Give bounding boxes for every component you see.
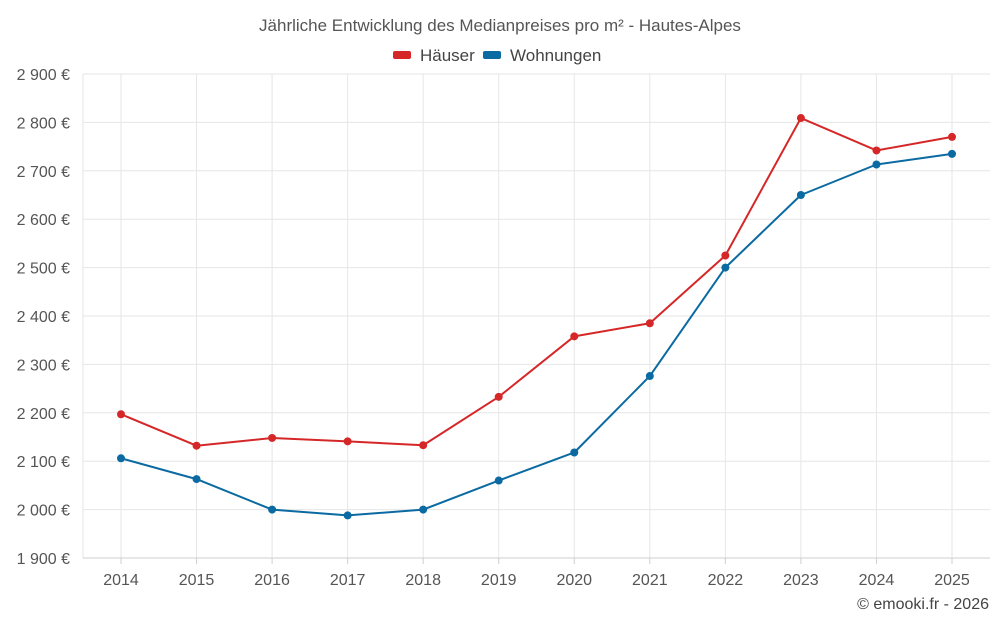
- x-tick-label: 2025: [934, 572, 970, 589]
- data-point-häuser: [796, 114, 805, 123]
- data-point-wohnungen: [872, 160, 881, 169]
- y-tick-label: 2 500 €: [17, 261, 70, 278]
- legend-swatch-häuser: [393, 51, 411, 59]
- y-tick-label: 2 800 €: [17, 115, 70, 132]
- data-point-wohnungen: [570, 448, 579, 457]
- chart-title: Jährliche Entwicklung des Medianpreises …: [259, 16, 741, 35]
- legend-label-häuser: Häuser: [420, 46, 475, 65]
- y-tick-label: 2 700 €: [17, 164, 70, 181]
- data-point-wohnungen: [948, 149, 956, 158]
- data-point-häuser: [721, 251, 730, 260]
- axes: 1 900 € 2 000 € 2 100 € 2 200 € 2 300 € 2 400…: [17, 67, 990, 589]
- legend: Häuser Wohnungen: [393, 46, 601, 65]
- x-tick-label: 2014: [103, 572, 139, 589]
- data-point-wohnungen: [192, 475, 201, 484]
- data-point-häuser: [419, 441, 428, 450]
- data-point-wohnungen: [796, 191, 805, 199]
- x-tick-label: 2016: [254, 572, 290, 589]
- series-häuser: [117, 114, 956, 450]
- x-tick-label: 2021: [632, 572, 668, 589]
- x-tick-label: 2020: [556, 572, 592, 589]
- series-line-wohnungen: [120, 152, 953, 517]
- data-point-häuser: [645, 319, 654, 328]
- legend-item-wohnungen: Wohnungen: [483, 46, 601, 65]
- data-point-häuser: [570, 332, 579, 341]
- data-point-wohnungen: [645, 372, 654, 381]
- series-line-häuser: [120, 117, 953, 447]
- data-point-wohnungen: [268, 505, 277, 514]
- y-tick-label: 2 600 €: [17, 212, 70, 229]
- data-point-häuser: [872, 146, 881, 155]
- y-tick-label: 2 000 €: [17, 503, 70, 520]
- y-tick-label: 2 400 €: [17, 309, 70, 326]
- x-tick-label: 2015: [179, 572, 215, 589]
- y-tick-label: 2 300 €: [17, 357, 70, 374]
- legend-swatch-wohnungen: [483, 51, 501, 59]
- data-point-wohnungen: [721, 263, 730, 272]
- data-point-wohnungen: [494, 476, 503, 485]
- data-point-häuser: [268, 433, 277, 442]
- x-tick-label: 2024: [859, 572, 895, 589]
- x-tick-label: 2018: [405, 572, 441, 589]
- data-point-häuser: [494, 392, 503, 401]
- data-point-wohnungen: [117, 454, 125, 463]
- grid: [83, 73, 990, 558]
- data-point-häuser: [343, 437, 352, 446]
- x-tick-label: 2023: [783, 572, 819, 589]
- x-tick-label: 2022: [708, 572, 744, 589]
- data-point-häuser: [192, 441, 201, 450]
- y-tick-label: 2 200 €: [17, 406, 70, 423]
- series-layer: [117, 114, 956, 520]
- data-point-wohnungen: [343, 511, 352, 520]
- y-tick-label: 2 100 €: [17, 454, 70, 471]
- x-tick-label: 2017: [330, 572, 366, 589]
- y-tick-label: 1 900 €: [17, 551, 70, 568]
- credit-text: © emooki.fr - 2026: [857, 596, 989, 613]
- series-wohnungen: [117, 149, 956, 520]
- data-point-häuser: [117, 410, 125, 419]
- x-tick-label: 2019: [481, 572, 517, 589]
- legend-item-häuser: Häuser: [393, 46, 475, 65]
- legend-label-wohnungen: Wohnungen: [510, 46, 601, 65]
- data-point-häuser: [948, 132, 956, 141]
- data-point-wohnungen: [419, 505, 428, 514]
- y-tick-label: 2 900 €: [17, 67, 70, 84]
